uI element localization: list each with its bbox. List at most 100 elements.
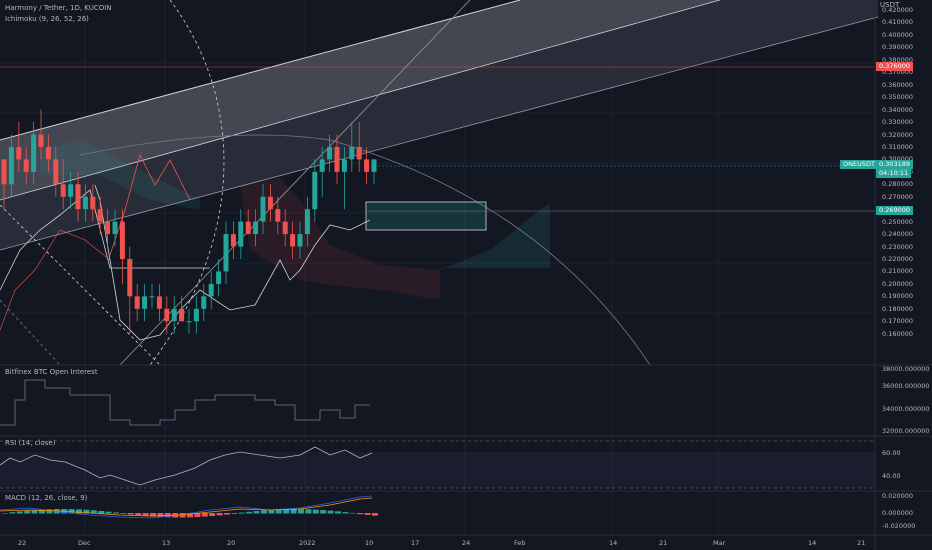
- macd-bar: [283, 509, 290, 514]
- oi-axis-label: 32000.000000: [882, 427, 930, 435]
- macd-bar: [290, 509, 297, 514]
- channel-mid-line[interactable]: [0, 0, 721, 201]
- macd-bar: [312, 509, 319, 514]
- price-axis-label: 0.380000: [882, 55, 914, 64]
- candle-body: [223, 234, 229, 272]
- candle-body: [149, 296, 155, 298]
- macd-bar: [305, 509, 312, 514]
- candle-body: [53, 159, 59, 185]
- macd-bar: [231, 513, 238, 514]
- candle-body: [186, 321, 192, 323]
- candle-body: [356, 146, 362, 160]
- macd-legend[interactable]: MACD (12, 26, close, 9): [5, 494, 88, 502]
- candle-body: [275, 209, 281, 222]
- price-axis-label: 0.310000: [882, 142, 914, 151]
- time-label: Dec: [78, 539, 91, 547]
- macd-bar: [298, 509, 304, 514]
- candle-body: [142, 296, 148, 309]
- macd-line: [0, 495, 373, 519]
- candle-body: [82, 196, 88, 210]
- candle-body: [75, 184, 81, 210]
- macd-bar: [357, 513, 364, 515]
- macd-bar: [157, 513, 164, 517]
- macd-bar: [135, 513, 142, 516]
- price-axis-label: 0.330000: [882, 118, 914, 127]
- candle-body: [1, 159, 7, 185]
- candle-body: [216, 271, 222, 284]
- oi-axis-label: 34000.000000: [882, 405, 930, 413]
- macd-bar: [179, 513, 186, 518]
- price-axis-label: 0.420000: [882, 6, 914, 14]
- macd-bar: [9, 512, 16, 514]
- price-axis-label: 0.340000: [882, 105, 914, 114]
- symbol-tag-badge: ONEUSDT: [840, 160, 878, 169]
- candle-body: [38, 134, 44, 147]
- currency-label: USDT: [880, 1, 900, 9]
- signal-line: [0, 497, 373, 517]
- parallel-channel[interactable]: [0, 0, 878, 250]
- macd-bar: [46, 509, 53, 514]
- time-label: Mar: [713, 539, 726, 547]
- channel-bottom-line[interactable]: [0, 16, 879, 251]
- ichimoku-cloud-future: [440, 203, 550, 270]
- time-label: 14: [609, 539, 618, 547]
- candle-body: [23, 159, 29, 172]
- price-axis-label: 0.350000: [882, 93, 914, 102]
- macd-axis-label: -0.020000: [882, 522, 916, 530]
- tenkan-line: [94, 184, 371, 341]
- rsi-legend[interactable]: RSI (14, close): [5, 439, 56, 447]
- macd-bar: [320, 510, 327, 514]
- lagging-line: [0, 229, 111, 331]
- symbol-title[interactable]: Harmony / Tether, 1D, KUCOIN: [5, 4, 112, 12]
- macd-bar: [349, 512, 356, 514]
- price-axis-label: 0.250000: [882, 217, 914, 226]
- price-axis-label: 0.280000: [882, 180, 914, 189]
- candle-body: [179, 308, 185, 322]
- price-axis-label: 0.190000: [882, 292, 914, 301]
- candle-body: [156, 296, 162, 309]
- price-axis-label: 0.370000: [882, 68, 914, 77]
- macd-bar: [39, 509, 45, 514]
- target-zone-box[interactable]: [365, 201, 487, 231]
- price-axis-label: 0.170000: [882, 317, 914, 326]
- candle-body: [97, 209, 103, 222]
- candle-body: [267, 196, 273, 210]
- macd-bar: [142, 513, 149, 516]
- time-label: 17: [411, 539, 420, 547]
- price-axis-label: 0.210000: [882, 267, 914, 276]
- time-label: 20: [227, 539, 236, 547]
- candle-body: [334, 146, 340, 172]
- red-level-badge: 0.376000: [876, 62, 914, 71]
- macd-axis-label: 0.000000: [882, 509, 914, 517]
- candles-group: [1, 109, 377, 334]
- price-axis-label: 0.360000: [882, 80, 914, 89]
- time-label: 2022: [299, 539, 316, 547]
- candle-body: [238, 221, 244, 247]
- candle-body: [297, 234, 303, 247]
- candle-body: [90, 196, 96, 210]
- ichimoku-legend[interactable]: Ichimoku (9, 26, 52, 26): [5, 15, 89, 23]
- macd-bar: [150, 513, 156, 517]
- candle-body: [327, 146, 333, 160]
- candle-body: [31, 134, 37, 172]
- candle-body: [290, 234, 296, 247]
- macd-bar: [2, 513, 8, 514]
- candle-body: [319, 159, 325, 172]
- zone-level-badge: 0.269000: [876, 206, 914, 215]
- trend-line[interactable]: [119, 0, 471, 366]
- dashed-trend-line: [0, 204, 161, 366]
- macd-bar: [327, 510, 334, 514]
- macd-bar: [187, 513, 193, 518]
- macd-bar: [201, 513, 208, 517]
- candle-body: [304, 209, 310, 235]
- channel-top-line[interactable]: [0, 0, 521, 141]
- macd-bar: [31, 510, 38, 514]
- macd-bar: [90, 510, 97, 514]
- price-axis-label: 0.180000: [882, 304, 914, 313]
- oi-axis-label: 36000.000000: [882, 382, 930, 390]
- macd-bar: [194, 513, 201, 518]
- candle-body: [164, 308, 170, 322]
- open-interest-legend[interactable]: Bitfinex BTC Open Interest: [5, 368, 98, 376]
